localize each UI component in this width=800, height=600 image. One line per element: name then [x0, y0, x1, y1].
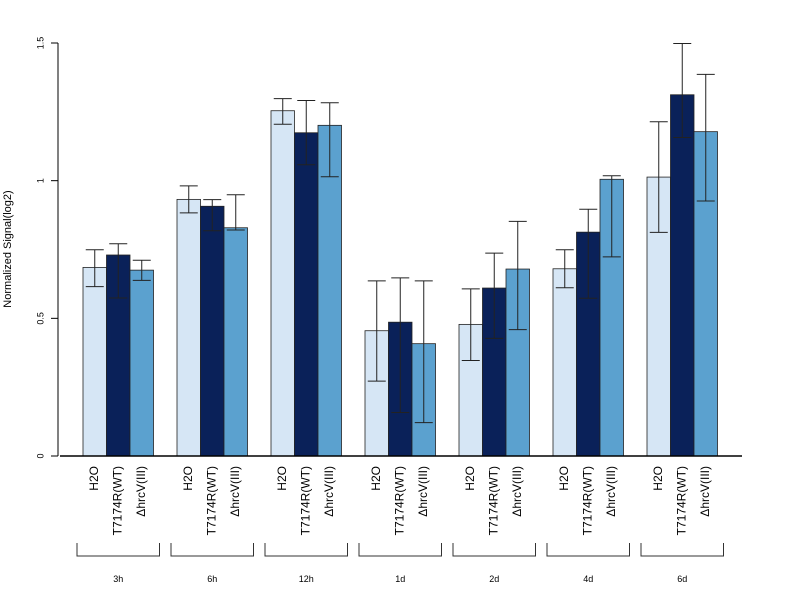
bars	[82, 43, 718, 457]
category-label: H2O	[463, 466, 477, 491]
category-label: ΔhrcV(III)	[228, 466, 242, 517]
category-label: ΔhrcV(III)	[510, 466, 524, 517]
group-label: 6h	[207, 574, 217, 584]
bar	[176, 198, 201, 457]
category-label: H2O	[557, 466, 571, 491]
group-bracket	[546, 543, 630, 557]
category-label: T7174R(WT)	[580, 466, 594, 535]
category-label: H2O	[87, 466, 101, 491]
bar	[270, 110, 295, 457]
bar	[129, 269, 154, 457]
group-label: 12h	[299, 574, 314, 584]
group-bracket	[358, 543, 442, 557]
group-label: 4d	[583, 574, 593, 584]
y-tick-label: 0	[35, 453, 45, 458]
y-tick-label: 1.5	[35, 37, 45, 50]
group-label: 6d	[677, 574, 687, 584]
group-bracket	[264, 543, 348, 557]
y-tick-label: 0.5	[35, 312, 45, 325]
category-label: ΔhrcV(III)	[604, 466, 618, 517]
category-label: T7174R(WT)	[674, 466, 688, 535]
category-label: ΔhrcV(III)	[698, 466, 712, 517]
bar	[294, 132, 319, 457]
category-label: H2O	[651, 466, 665, 491]
group-brackets: 3h 6h 12h 1d 2d 4d 6d	[76, 543, 724, 584]
y-axis: 0 0.5 1 1.5	[35, 37, 59, 459]
group-label: 2d	[489, 574, 499, 584]
category-label: ΔhrcV(III)	[134, 466, 148, 517]
category-label: H2O	[275, 466, 289, 491]
category-label: T7174R(WT)	[392, 466, 406, 535]
y-axis-label: Normalized Signal(log2)	[2, 190, 14, 307]
group-bracket	[76, 543, 160, 557]
category-label: T7174R(WT)	[110, 466, 124, 535]
category-label: H2O	[369, 466, 383, 491]
category-labels: H2O T7174R(WT) ΔhrcV(III) H2O T7174R(WT) Δhrc…	[87, 466, 712, 535]
group-bracket	[452, 543, 536, 557]
group-bracket	[640, 543, 724, 557]
bar	[552, 268, 577, 457]
group-bracket	[170, 543, 254, 557]
category-label: T7174R(WT)	[298, 466, 312, 535]
bar	[82, 266, 107, 457]
bar	[200, 205, 225, 457]
bar	[670, 94, 695, 457]
category-label: ΔhrcV(III)	[416, 466, 430, 517]
category-label: H2O	[181, 466, 195, 491]
category-label: T7174R(WT)	[204, 466, 218, 535]
group-label: 1d	[395, 574, 405, 584]
group-label: 3h	[113, 574, 123, 584]
category-label: ΔhrcV(III)	[322, 466, 336, 517]
y-tick-label: 1	[35, 178, 45, 183]
bar	[223, 227, 248, 457]
category-label: T7174R(WT)	[486, 466, 500, 535]
